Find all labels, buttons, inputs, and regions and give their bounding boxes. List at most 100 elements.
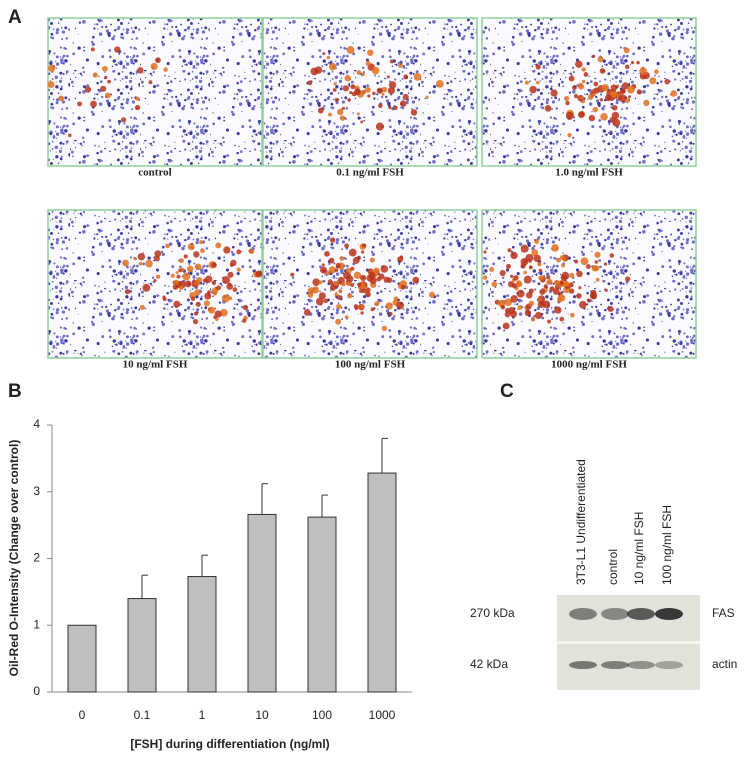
lipid-droplet [137, 252, 146, 261]
lipid-droplet [576, 293, 582, 299]
lipid-droplet [178, 285, 184, 291]
lipid-droplet [403, 74, 409, 80]
lipid-droplet [192, 319, 199, 325]
lipid-droplet [401, 284, 406, 290]
lipid-droplet [381, 92, 385, 96]
lipid-droplet [317, 107, 324, 114]
lipid-droplet [425, 95, 429, 99]
lipid-droplet [550, 89, 558, 97]
lipid-droplet [372, 91, 376, 96]
lipid-droplet [361, 288, 367, 294]
blot-band [655, 608, 683, 620]
lipid-droplet [535, 80, 540, 85]
lipid-droplet [509, 274, 514, 278]
lipid-droplet [362, 243, 367, 248]
lipid-droplet [491, 281, 498, 288]
lipid-droplet [506, 263, 511, 269]
lipid-droplet [227, 271, 234, 278]
lipid-droplet [336, 303, 342, 310]
lipid-droplet [346, 275, 354, 283]
lipid-droplet [554, 306, 562, 314]
lipid-droplet [92, 72, 98, 78]
lipid-droplet [595, 277, 600, 282]
lipid-droplet [507, 248, 512, 253]
lipid-droplet [344, 75, 351, 82]
lipid-droplet [400, 100, 407, 107]
lipid-droplet [194, 289, 201, 296]
lipid-droplet [552, 288, 560, 295]
lipid-droplet [47, 80, 55, 89]
image-caption: 0.1 ng/ml FSH [336, 167, 404, 179]
lipid-droplet [349, 91, 353, 95]
lipid-droplet [567, 133, 572, 138]
lipid-droplet [553, 279, 559, 286]
image-caption: 100 ng/ml FSH [335, 359, 406, 371]
lipid-droplet [504, 298, 513, 307]
lipid-droplet [517, 305, 523, 310]
lipid-droplet [574, 259, 579, 264]
lipid-droplet [594, 251, 601, 258]
lipid-droplet [524, 80, 530, 85]
lipid-droplet [593, 81, 599, 87]
lipid-droplet [347, 293, 353, 299]
protein-label: actin [712, 657, 737, 671]
lipid-droplet [513, 275, 519, 281]
lipid-droplet [386, 277, 393, 283]
lipid-droplet [482, 275, 488, 280]
lipid-droplet [539, 288, 546, 295]
lipid-droplet [242, 304, 249, 311]
lipid-droplet [350, 84, 356, 90]
lipid-droplet [428, 291, 436, 298]
lipid-droplet [249, 249, 255, 254]
lipid-droplet [153, 279, 157, 283]
lipid-droplet [510, 251, 518, 260]
lipid-droplet [649, 77, 657, 85]
lipid-droplet [344, 315, 349, 319]
lipid-droplet [137, 67, 144, 74]
lipid-droplet [537, 300, 546, 309]
lipid-droplet [307, 292, 314, 298]
lipid-droplet [153, 255, 160, 262]
lipid-droplet [221, 294, 230, 303]
lipid-droplet [190, 296, 196, 302]
lipid-droplet [163, 67, 168, 72]
lipid-droplet [104, 75, 108, 80]
lipid-droplet [193, 311, 199, 316]
lipid-droplet [618, 94, 627, 103]
lipid-droplet [523, 270, 527, 275]
lipid-droplet [339, 256, 345, 261]
lipid-droplet [77, 101, 83, 107]
lipid-droplet [342, 106, 346, 110]
lipid-droplet [581, 67, 586, 72]
lipid-droplet [530, 317, 535, 322]
lipid-droplet [220, 308, 228, 317]
x-axis-title: [FSH] during differentiation (ng/ml) [130, 737, 329, 751]
lipid-droplet [318, 280, 323, 285]
lipid-droplet [179, 258, 184, 264]
bar [67, 624, 97, 693]
lipid-droplet [636, 60, 640, 65]
lipid-droplet [315, 297, 324, 306]
lipid-droplet [559, 316, 565, 322]
lipid-droplet [376, 276, 382, 282]
image-caption: 10 ng/ml FSH [123, 359, 188, 371]
lane-label: 100 ng/ml FSH [660, 505, 674, 585]
lipid-droplet [594, 260, 599, 264]
lipid-droplet [194, 263, 202, 271]
lipid-droplet [328, 62, 337, 71]
lipid-droplet [371, 66, 380, 75]
lipid-droplet [195, 301, 201, 307]
lipid-droplet [205, 275, 213, 283]
lipid-droplet [360, 120, 364, 124]
lipid-droplet [84, 86, 92, 93]
lipid-droplet [597, 56, 604, 63]
lipid-droplet [133, 257, 137, 261]
lipid-droplet [593, 87, 600, 94]
lipid-droplet [531, 249, 539, 257]
lipid-droplet [90, 100, 97, 108]
lipid-droplet [537, 261, 542, 267]
micrograph [47, 17, 263, 167]
lipid-droplet [365, 60, 371, 66]
lipid-droplet [529, 85, 537, 94]
